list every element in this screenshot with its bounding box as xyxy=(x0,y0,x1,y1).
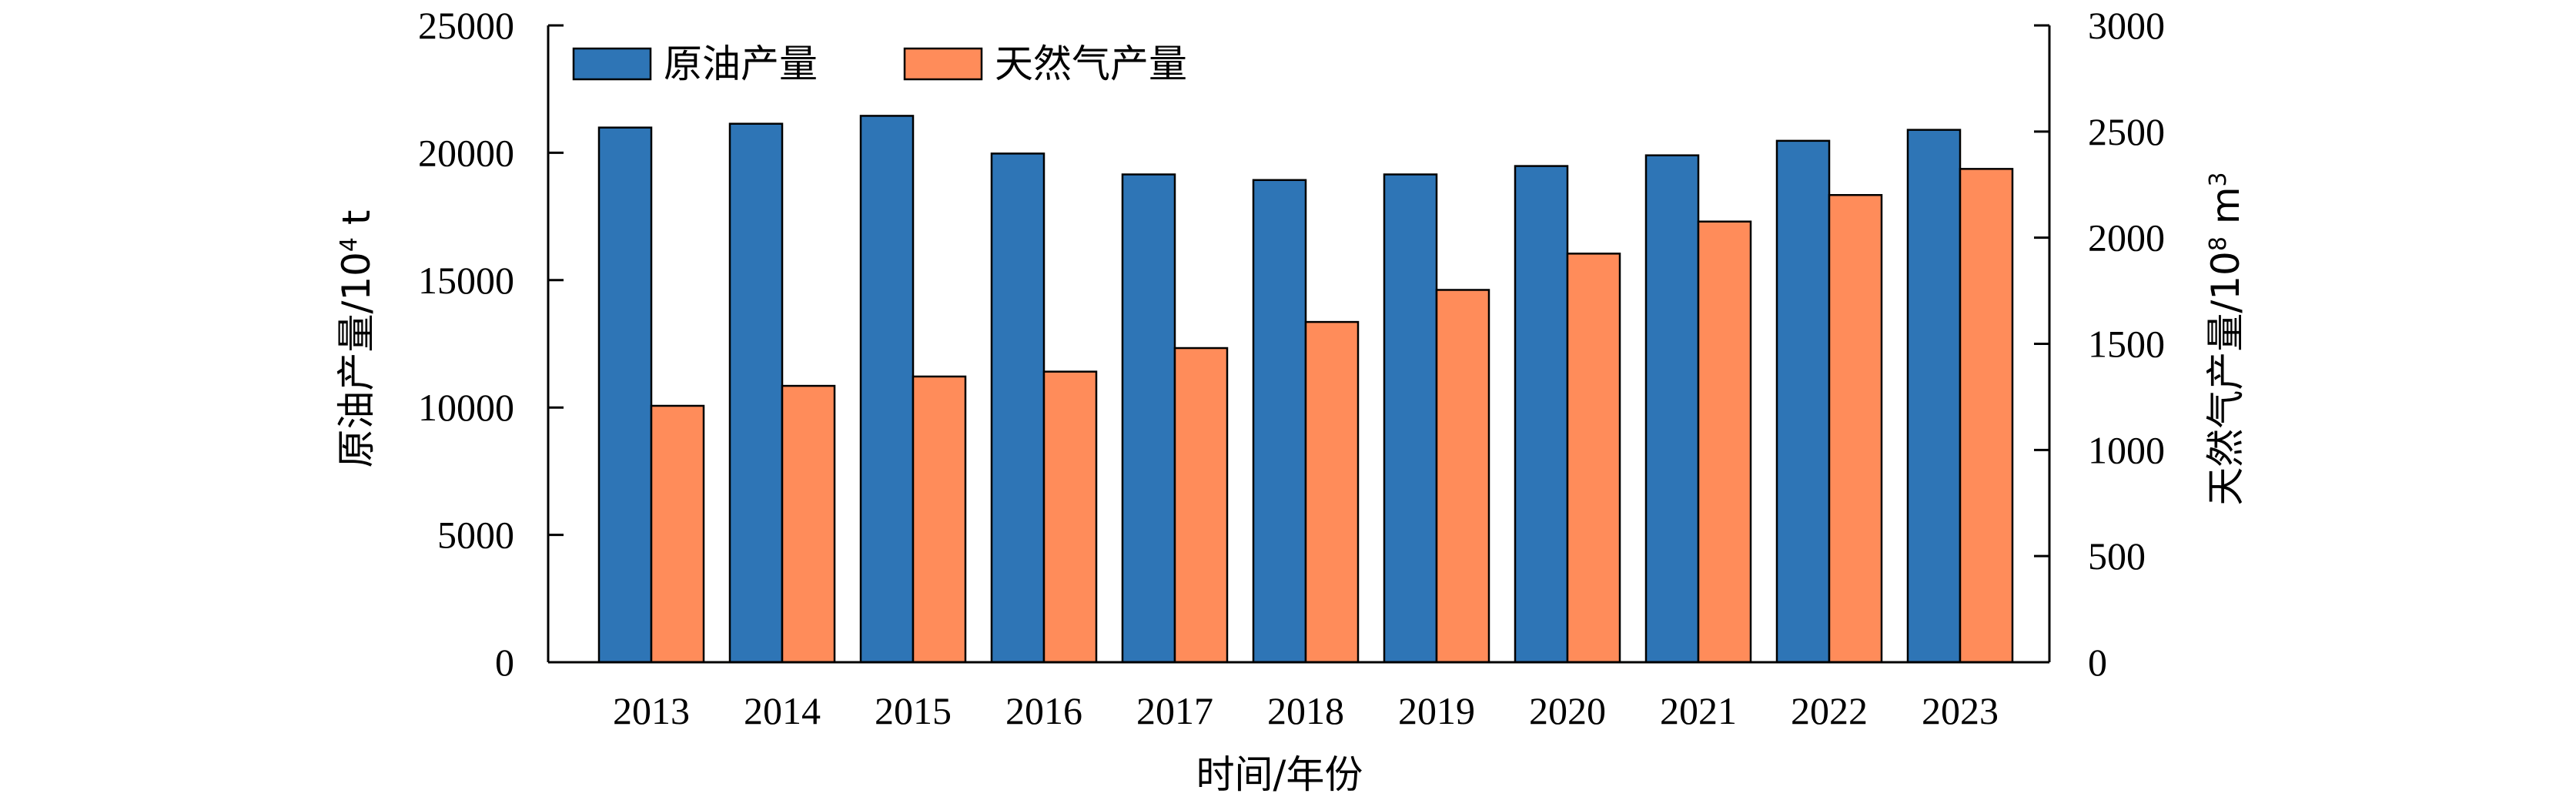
y-right-tick-label-0: 0 xyxy=(2088,641,2107,684)
legend-swatch-natural-gas xyxy=(903,47,983,81)
y-axis-title-left-tail: t xyxy=(334,209,379,237)
axes-layer: 2013 2014 2015 2016 2017 2018 2019 2020 2021 2022… xyxy=(418,4,2165,732)
bars-layer xyxy=(597,115,2014,664)
x-axis-title: 时间/年份 xyxy=(1196,752,1363,797)
y-left-tick-label-20000: 20000 xyxy=(418,131,514,174)
y-axis-title-right-sup: 8 xyxy=(2205,236,2232,251)
bar-crude-oil-2015 xyxy=(859,115,915,664)
bar-crude-oil-2021 xyxy=(1644,154,1700,664)
bar-natural-gas-2022 xyxy=(1828,194,1883,664)
x-tick-label-2013: 2013 xyxy=(613,689,690,732)
legend: 原油产量 天然气产量 xyxy=(572,42,1187,86)
y-left-tick-label-10000: 10000 xyxy=(418,386,514,429)
bar-crude-oil-2019 xyxy=(1383,173,1438,664)
x-tick-label-2020: 2020 xyxy=(1529,689,1606,732)
bar-crude-oil-2020 xyxy=(1514,165,1569,664)
bar-natural-gas-2016 xyxy=(1042,370,1098,664)
y-left-tick-label-5000: 5000 xyxy=(437,514,514,557)
bar-natural-gas-2021 xyxy=(1697,220,1752,664)
legend-label-natural-gas: 天然气产量 xyxy=(995,42,1187,86)
bar-crude-oil-2013 xyxy=(597,126,653,664)
legend-label-crude-oil: 原油产量 xyxy=(664,42,818,86)
bar-crude-oil-2017 xyxy=(1121,173,1176,664)
bar-natural-gas-2015 xyxy=(912,375,967,664)
x-tick-label-2021: 2021 xyxy=(1660,689,1737,732)
bar-natural-gas-2013 xyxy=(650,404,705,664)
legend-swatch-crude-oil xyxy=(572,47,652,81)
y-right-tick-label-1000: 1000 xyxy=(2088,428,2165,471)
bar-natural-gas-2023 xyxy=(1959,168,2014,664)
y-right-tick-label-1500: 1500 xyxy=(2088,323,2165,366)
bar-natural-gas-2014 xyxy=(781,384,836,664)
y-axis-title-right-tail: m xyxy=(2203,186,2248,236)
x-tick-label-2014: 2014 xyxy=(744,689,821,732)
y-axis-title-left-main: 原油产量/10 xyxy=(334,252,379,467)
x-tick-label-2018: 2018 xyxy=(1267,689,1344,732)
y-left-tick-label-15000: 15000 xyxy=(418,259,514,302)
bar-crude-oil-2023 xyxy=(1906,129,1962,664)
y-right-tick-label-500: 500 xyxy=(2088,534,2146,578)
y-right-tick-label-2500: 2500 xyxy=(2088,110,2165,153)
bar-natural-gas-2020 xyxy=(1566,253,1621,664)
y-right-tick-label-2000: 2000 xyxy=(2088,216,2165,260)
y-left-tick-label-25000: 25000 xyxy=(418,4,514,47)
bar-natural-gas-2018 xyxy=(1304,320,1360,664)
bar-crude-oil-2014 xyxy=(728,122,784,664)
bar-crude-oil-2016 xyxy=(990,152,1045,664)
x-tick-label-2017: 2017 xyxy=(1136,689,1213,732)
bar-natural-gas-2019 xyxy=(1435,289,1490,664)
y-axis-title-right: 天然气产量/108 m3 xyxy=(2203,172,2248,505)
y-left-tick-label-0: 0 xyxy=(495,641,514,684)
y-axis-title-left-sup: 4 xyxy=(336,237,363,252)
x-tick-label-2015: 2015 xyxy=(875,689,952,732)
bar-crude-oil-2022 xyxy=(1775,139,1831,664)
x-tick-label-2023: 2023 xyxy=(1922,689,1999,732)
x-tick-label-2022: 2022 xyxy=(1791,689,1868,732)
bar-natural-gas-2017 xyxy=(1173,347,1229,664)
y-right-tick-label-3000: 3000 xyxy=(2088,4,2165,47)
x-tick-label-2019: 2019 xyxy=(1398,689,1475,732)
x-tick-label-2016: 2016 xyxy=(1005,689,1082,732)
y-axis-title-right-sup2: 3 xyxy=(2205,172,2232,186)
y-axis-title-left: 原油产量/104 t xyxy=(334,209,379,467)
bar-crude-oil-2018 xyxy=(1252,179,1307,664)
y-axis-title-right-main: 天然气产量/10 xyxy=(2203,251,2248,505)
